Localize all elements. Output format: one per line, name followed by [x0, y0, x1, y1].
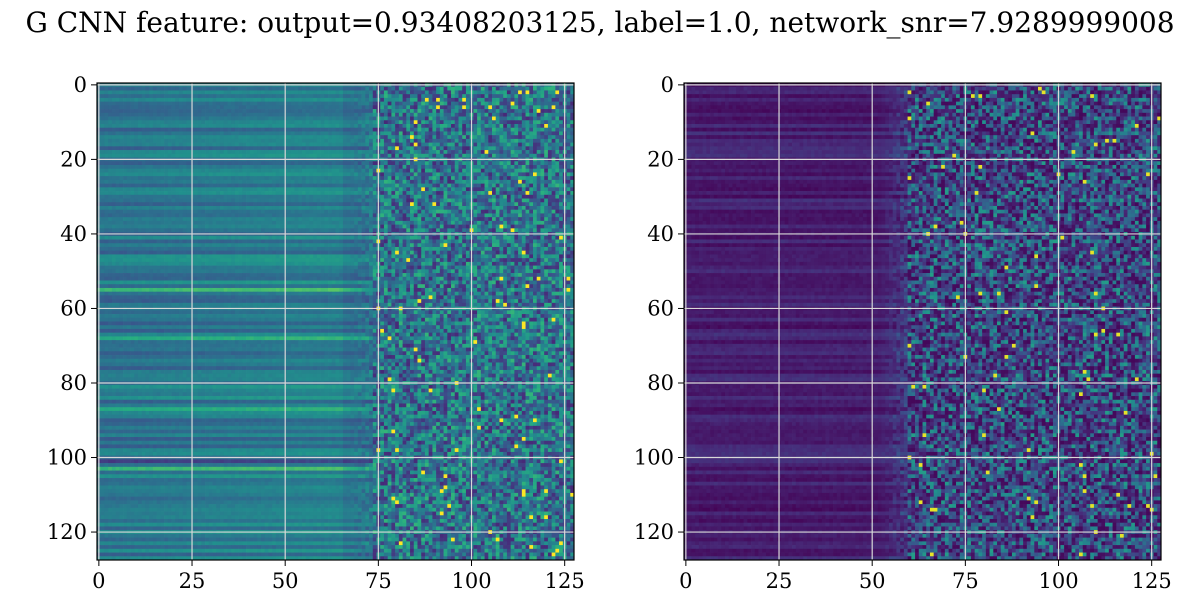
- heatmap-left: 0 25 50 75 100 125 0 20 40 60 80 100 120: [47, 73, 585, 593]
- y-tick-label: 120: [634, 520, 674, 544]
- y-tick-label: 100: [47, 446, 87, 470]
- y-tick-label: 0: [661, 73, 674, 97]
- y-tick-label: 20: [647, 147, 674, 171]
- x-tick-label: 50: [272, 569, 299, 593]
- y-tick-label: 20: [60, 147, 87, 171]
- x-tick-label: 125: [545, 569, 585, 593]
- y-tick-label: 40: [60, 222, 87, 246]
- y-tick-label: 0: [74, 73, 87, 97]
- heatmap-cells: [684, 83, 1162, 561]
- y-tick-label: 120: [47, 520, 87, 544]
- axes-frame: [96, 82, 575, 561]
- gridlines: [97, 83, 574, 560]
- heatmap-right: 0 25 50 75 100 125 0 20 40 60 80 100 120: [634, 73, 1172, 593]
- y-tick-label: 60: [60, 296, 87, 320]
- y-tick-label: 60: [647, 296, 674, 320]
- x-tick-label: 0: [679, 569, 692, 593]
- x-tick-label: 100: [451, 569, 491, 593]
- x-tick-label: 100: [1038, 569, 1078, 593]
- figure-title: G CNN feature: output=0.93408203125, lab…: [0, 6, 1200, 39]
- axes-frame: [683, 82, 1162, 561]
- heatmap-cells: [97, 83, 575, 561]
- y-tick-label: 40: [647, 222, 674, 246]
- x-tick-label: 25: [766, 569, 793, 593]
- x-tick-label: 75: [365, 569, 392, 593]
- x-tick-label: 25: [179, 569, 206, 593]
- y-tick-label: 80: [60, 371, 87, 395]
- y-tick-label: 100: [634, 446, 674, 470]
- gridlines: [684, 83, 1161, 560]
- x-tick-label: 50: [859, 569, 886, 593]
- x-tick-label: 0: [92, 569, 105, 593]
- x-tick-label: 125: [1132, 569, 1172, 593]
- y-tick-label: 80: [647, 371, 674, 395]
- x-tick-label: 75: [952, 569, 979, 593]
